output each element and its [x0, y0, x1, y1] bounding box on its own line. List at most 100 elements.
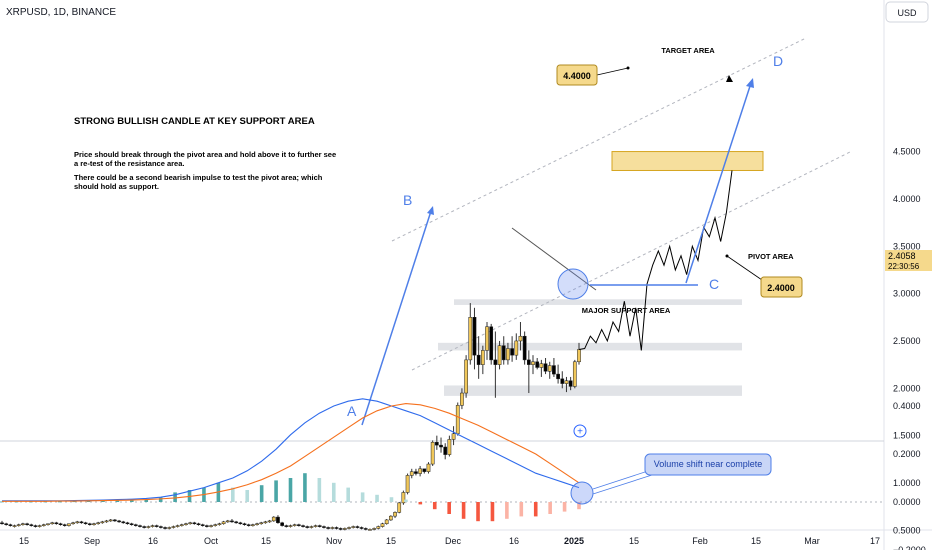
candle[interactable]: [8, 523, 13, 527]
osc-hist-bar[interactable]: [404, 499, 408, 502]
osc-hist-bar[interactable]: [259, 485, 264, 502]
candle[interactable]: [33, 524, 38, 528]
candle[interactable]: [67, 523, 71, 527]
osc-hist-bar[interactable]: [130, 500, 134, 502]
candle[interactable]: [493, 331, 498, 398]
osc-hist-bar[interactable]: [173, 492, 177, 502]
candle[interactable]: [205, 524, 209, 528]
osc-hist-bar[interactable]: [245, 490, 250, 502]
candle[interactable]: [351, 525, 356, 529]
osc-hist-bar[interactable]: [490, 502, 495, 522]
candle[interactable]: [138, 524, 142, 528]
candle[interactable]: [271, 516, 276, 522]
candle[interactable]: [572, 359, 577, 389]
candle[interactable]: [531, 355, 535, 375]
candle[interactable]: [514, 333, 519, 360]
channel-upper-line[interactable]: [391, 37, 807, 242]
candle[interactable]: [276, 515, 280, 524]
candle[interactable]: [388, 515, 393, 521]
candle[interactable]: [506, 342, 510, 365]
candle[interactable]: [409, 468, 414, 479]
candle[interactable]: [29, 523, 34, 527]
osc-hist-bar[interactable]: [29, 501, 33, 503]
candle[interactable]: [234, 520, 238, 524]
candle[interactable]: [401, 490, 406, 505]
candle[interactable]: [343, 527, 347, 531]
osc-hist-bar[interactable]: [375, 494, 379, 502]
candle[interactable]: [163, 526, 167, 530]
candle[interactable]: [71, 521, 75, 525]
candle[interactable]: [472, 307, 477, 370]
support-highlight-circle[interactable]: [557, 268, 589, 300]
candle[interactable]: [96, 521, 101, 525]
candle[interactable]: [280, 521, 284, 527]
candle[interactable]: [154, 524, 159, 528]
candle[interactable]: [518, 322, 523, 351]
osc-hist-bar[interactable]: [577, 502, 581, 510]
osc-hist-bar[interactable]: [231, 487, 235, 502]
candle[interactable]: [539, 359, 544, 377]
candle[interactable]: [117, 519, 121, 523]
candle[interactable]: [37, 524, 42, 528]
osc-hist-bar[interactable]: [303, 473, 307, 502]
candle[interactable]: [242, 522, 247, 526]
candle[interactable]: [100, 520, 105, 524]
candle[interactable]: [380, 522, 385, 528]
candle[interactable]: [46, 523, 50, 526]
osc-highlight-circle[interactable]: [570, 481, 594, 505]
candle[interactable]: [552, 357, 556, 377]
osc-hist-bar[interactable]: [432, 502, 437, 510]
candle[interactable]: [326, 526, 330, 530]
candle[interactable]: [225, 519, 230, 523]
candle[interactable]: [113, 518, 117, 522]
candle[interactable]: [104, 519, 109, 523]
candle[interactable]: [522, 331, 527, 365]
osc-hist-bar[interactable]: [548, 502, 552, 514]
candle[interactable]: [192, 521, 197, 525]
volume-callout-box[interactable]: [644, 453, 772, 476]
candle[interactable]: [251, 523, 255, 527]
candle[interactable]: [129, 522, 134, 526]
candle[interactable]: [439, 437, 443, 453]
candle[interactable]: [188, 521, 193, 525]
osc-hist-bar[interactable]: [461, 502, 466, 519]
candle[interactable]: [25, 522, 29, 526]
osc-hist-bar[interactable]: [0, 501, 4, 503]
candle[interactable]: [167, 526, 172, 530]
osc-hist-bar[interactable]: [158, 497, 163, 502]
candle[interactable]: [267, 519, 272, 523]
osc-hist-bar[interactable]: [274, 480, 278, 502]
zone-support[interactable]: [444, 385, 742, 396]
candle[interactable]: [543, 357, 548, 375]
candle[interactable]: [468, 303, 473, 365]
candle[interactable]: [301, 524, 305, 528]
zone-pivot[interactable]: [438, 342, 742, 351]
osc-hist-bar[interactable]: [288, 478, 293, 502]
candle[interactable]: [422, 468, 427, 474]
osc-line-slow[interactable]: [2, 403, 580, 502]
candle[interactable]: [284, 524, 289, 528]
candle[interactable]: [414, 468, 418, 476]
candle[interactable]: [150, 524, 155, 528]
candle[interactable]: [556, 364, 560, 384]
candle[interactable]: [221, 520, 226, 525]
candle[interactable]: [196, 522, 201, 526]
candle[interactable]: [58, 522, 63, 526]
candle[interactable]: [334, 526, 339, 530]
candle[interactable]: [41, 523, 46, 527]
candle[interactable]: [443, 443, 448, 460]
candle[interactable]: [0, 520, 4, 525]
candle[interactable]: [393, 511, 397, 519]
candle[interactable]: [159, 525, 163, 529]
candle[interactable]: [83, 521, 88, 525]
candle[interactable]: [21, 522, 25, 526]
candle[interactable]: [460, 388, 464, 410]
candle[interactable]: [497, 340, 502, 370]
candle[interactable]: [133, 523, 138, 527]
candle[interactable]: [217, 522, 222, 526]
wave-arrow-d[interactable]: [685, 79, 753, 284]
candle[interactable]: [430, 440, 435, 466]
candle[interactable]: [338, 527, 343, 531]
candle[interactable]: [363, 527, 368, 531]
